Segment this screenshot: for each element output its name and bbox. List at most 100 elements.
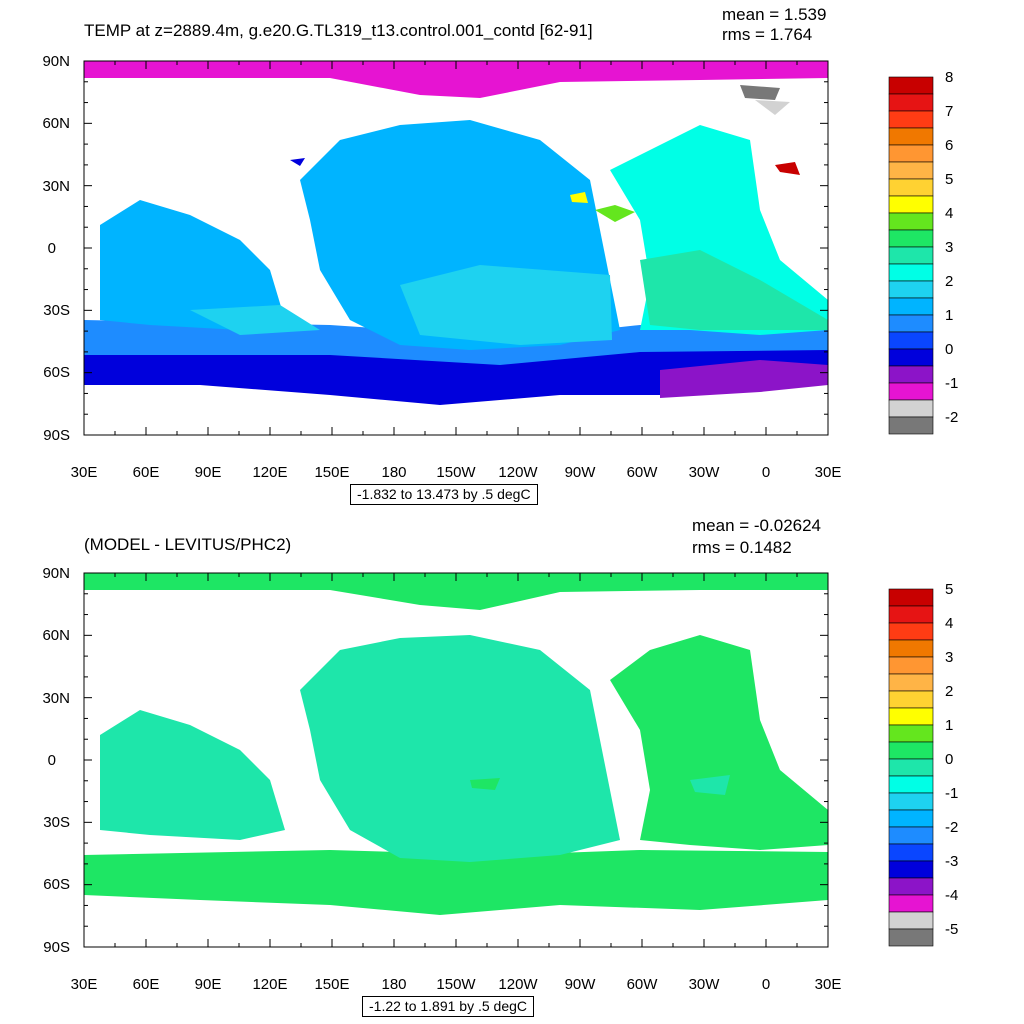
p2-lat-90s: 90S — [43, 939, 70, 956]
p2-legend-swatch-14 — [888, 826, 934, 845]
p1-lon-label-9: 60W — [626, 464, 658, 481]
panel1-mean: mean = 1.539 — [722, 5, 827, 24]
p2-legend-swatch-11 — [888, 775, 934, 794]
p2-legend-swatch-0 — [888, 588, 934, 607]
p1-legend-swatch-12 — [888, 280, 934, 299]
p1-lon-label-10: 30W — [688, 464, 720, 481]
p2-legend-swatch-8 — [888, 724, 934, 743]
p2-lat-90n: 90N — [42, 565, 70, 582]
p1-lon-label-11: 0 — [761, 464, 771, 481]
p1-legend-swatch-10 — [888, 246, 934, 265]
p2-legend-swatch-6 — [888, 690, 934, 709]
p2-legend-swatch-16 — [888, 860, 934, 879]
panel1-title: TEMP at z=2889.4m, g.e20.G.TL319_t13.con… — [84, 21, 593, 40]
panel2-title: (MODEL - LEVITUS/PHC2) — [84, 535, 292, 554]
p1-legend-label-8: 0 — [945, 341, 954, 358]
p1-legend-swatch-5 — [888, 161, 934, 180]
p1-legend-swatch-14 — [888, 314, 934, 333]
p1-legend-label-10: -2 — [945, 409, 959, 426]
p2-legend-swatch-3 — [888, 639, 934, 658]
p1-legend-swatch-17 — [888, 365, 934, 384]
p1-lon-label-1: 60E — [132, 464, 160, 481]
p2-legend-label-0: 5 — [945, 581, 954, 598]
p1-legend-label-3: 5 — [945, 171, 954, 188]
p2-lon-label-11: 0 — [761, 976, 771, 993]
p2-legend-label-10: -5 — [945, 921, 959, 938]
p1-lat-30n: 30N — [42, 178, 70, 195]
p2-lon-label-3: 120E — [252, 976, 288, 993]
panel1-legend — [888, 76, 934, 435]
p1-legend-swatch-8 — [888, 212, 934, 231]
p1-legend-swatch-16 — [888, 348, 934, 367]
p2-legend-swatch-7 — [888, 707, 934, 726]
panel2-rms: rms = 0.1482 — [692, 538, 792, 557]
p2-lon-label-7: 120W — [498, 976, 538, 993]
panel1-ticks — [83, 60, 829, 436]
panel2-ticks — [83, 572, 829, 948]
panel1-range-box: -1.832 to 13.473 by .5 degC — [350, 484, 538, 506]
p1-legend-swatch-11 — [888, 263, 934, 282]
panel1-rms: rms = 1.764 — [722, 25, 813, 44]
p1-lat-0: 0 — [47, 240, 56, 257]
p1-lon-label-3: 120E — [252, 464, 288, 481]
p2-legend-label-8: -3 — [945, 853, 959, 870]
p2-legend-swatch-20 — [888, 928, 934, 947]
p1-legend-swatch-18 — [888, 382, 934, 401]
p1-legend-swatch-7 — [888, 195, 934, 214]
p1-lat-90n: 90N — [42, 53, 70, 70]
p1-legend-swatch-13 — [888, 297, 934, 316]
p2-legend-label-3: 2 — [945, 683, 954, 700]
p1-lon-label-12: 30E — [814, 464, 842, 481]
panel1-ocean-field — [84, 61, 828, 405]
p2-legend-swatch-15 — [888, 843, 934, 862]
p2-legend-label-9: -4 — [945, 887, 959, 904]
p2-lon-label-9: 60W — [626, 976, 658, 993]
p1-legend-swatch-3 — [888, 127, 934, 146]
p2-lon-label-10: 30W — [688, 976, 720, 993]
p1-lon-label-4: 150E — [314, 464, 350, 481]
p1-lat-30s: 30S — [43, 302, 70, 319]
p1-lon-label-6: 150W — [436, 464, 476, 481]
p1-legend-label-0: 8 — [945, 69, 954, 86]
p2-legend-swatch-4 — [888, 656, 934, 675]
p1-legend-swatch-0 — [888, 76, 934, 95]
p1-legend-label-2: 6 — [945, 137, 954, 154]
p1-legend-label-4: 4 — [945, 205, 954, 222]
p1-legend-label-9: -1 — [945, 375, 959, 392]
panel2-legend — [888, 588, 934, 947]
p1-legend-swatch-15 — [888, 331, 934, 350]
p2-lon-label-8: 90W — [564, 976, 596, 993]
p1-legend-label-6: 2 — [945, 273, 954, 290]
p1-lat-60n: 60N — [42, 115, 70, 132]
p2-legend-label-1: 4 — [945, 615, 954, 632]
p2-legend-label-4: 1 — [945, 717, 954, 734]
p2-legend-swatch-10 — [888, 758, 934, 777]
p1-lat-60s: 60S — [43, 364, 70, 381]
p2-legend-swatch-12 — [888, 792, 934, 811]
p2-legend-swatch-19 — [888, 911, 934, 930]
p2-legend-swatch-9 — [888, 741, 934, 760]
p2-lat-30n: 30N — [42, 690, 70, 707]
p1-lon-label-8: 90W — [564, 464, 596, 481]
p1-legend-label-5: 3 — [945, 239, 954, 256]
p1-lon-label-7: 120W — [498, 464, 538, 481]
p2-legend-swatch-5 — [888, 673, 934, 692]
p2-lon-label-4: 150E — [314, 976, 350, 993]
panel2-range-box: -1.22 to 1.891 by .5 degC — [362, 996, 534, 1018]
p2-legend-swatch-13 — [888, 809, 934, 828]
p2-legend-swatch-18 — [888, 894, 934, 913]
p1-legend-swatch-4 — [888, 144, 934, 163]
p2-legend-swatch-2 — [888, 622, 934, 641]
p1-legend-swatch-20 — [888, 416, 934, 435]
p2-lon-label-1: 60E — [132, 976, 160, 993]
p2-lon-label-12: 30E — [814, 976, 842, 993]
p1-legend-label-1: 7 — [945, 103, 954, 120]
p2-lat-0: 0 — [47, 752, 56, 769]
p1-legend-swatch-9 — [888, 229, 934, 248]
p1-legend-swatch-19 — [888, 399, 934, 418]
p2-lat-30s: 30S — [43, 814, 70, 831]
p1-legend-swatch-6 — [888, 178, 934, 197]
panel2-mean: mean = -0.02624 — [692, 516, 822, 535]
p2-lat-60s: 60S — [43, 876, 70, 893]
